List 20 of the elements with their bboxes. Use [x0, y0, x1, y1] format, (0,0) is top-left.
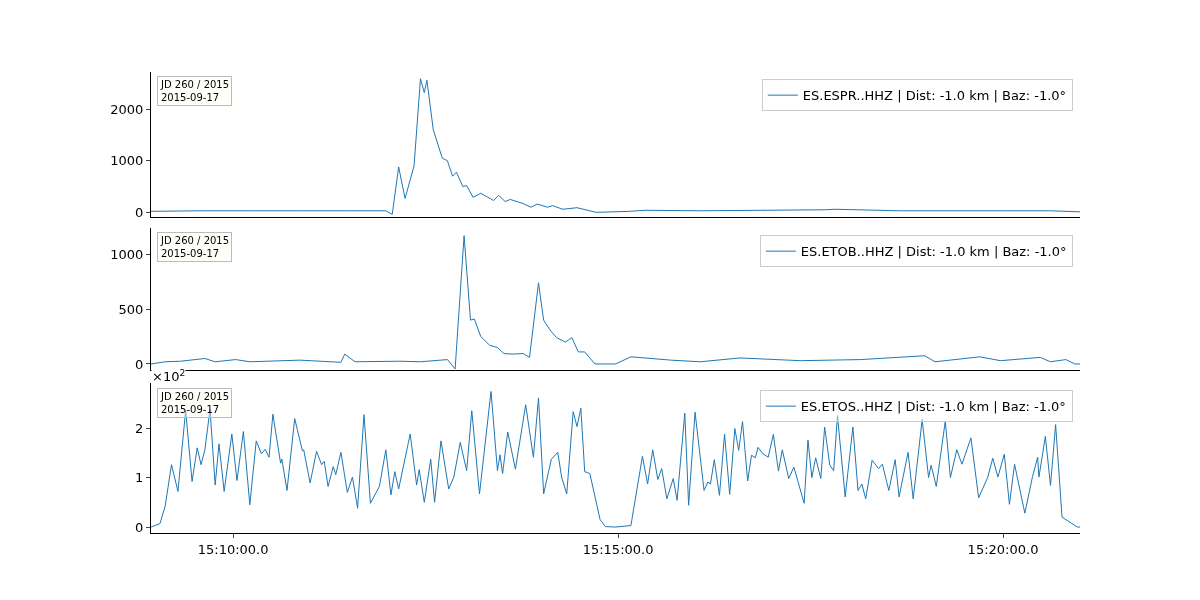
legend-label: ES.ESPR..HHZ | Dist: -1.0 km | Baz: -1.0°	[802, 88, 1067, 104]
legend-label: ES.ETOB..HHZ | Dist: -1.0 km | Baz: -1.0°	[800, 244, 1067, 260]
x-tick-label: 15:15:00.0	[582, 541, 654, 557]
y-tick-label: 0	[135, 356, 144, 372]
annotation: JD 260 / 2015 2015-09-17	[160, 79, 230, 103]
annotation: ×10$^{2}$	[152, 368, 186, 385]
x-tick-label: 15:20:00.0	[967, 541, 1039, 557]
annotation: JD 260 / 2015 2015-09-17	[160, 235, 230, 259]
y-tick-label: 1000	[110, 246, 144, 262]
y-tick-label: 0	[135, 204, 144, 220]
line-series	[151, 390, 1080, 528]
y-tick-label: 1000	[110, 153, 144, 169]
x-tick-label: 15:10:00.0	[197, 541, 269, 557]
y-tick-label: 500	[118, 301, 144, 317]
y-tick-label: 1	[135, 470, 144, 486]
y-tick-label: 2	[135, 420, 144, 436]
annotation: JD 260 / 2015 2015-09-17	[160, 391, 230, 415]
y-tick-label: 2000	[110, 101, 144, 117]
y-tick-label: 0	[135, 519, 144, 535]
legend-label: ES.ETOS..HHZ | Dist: -1.0 km | Baz: -1.0°	[800, 399, 1066, 415]
